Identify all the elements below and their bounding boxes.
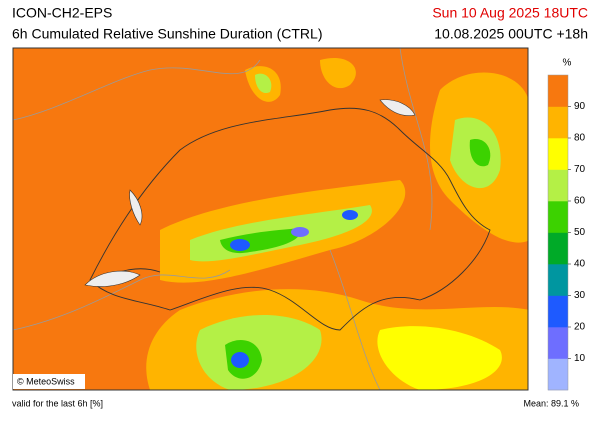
product-title: 6h Cumulated Relative Sunshine Duration … <box>12 26 322 42</box>
footer-note: valid for the last 6h [%] <box>12 398 103 408</box>
borders <box>13 48 433 390</box>
colorbar-tick-label: 60 <box>574 196 586 207</box>
colorbar-tick-label: 10 <box>574 353 586 364</box>
colorbar: % 10 20 30 40 50 60 70 80 90 <box>547 58 586 391</box>
map-frame <box>12 47 529 391</box>
colorbar-tick-label: 40 <box>574 259 586 270</box>
colorbar-tick-label: 80 <box>574 133 586 144</box>
colorbar-bin <box>548 138 568 170</box>
colorbar-bin <box>548 327 568 359</box>
map: © MeteoSwiss <box>12 47 529 391</box>
colorbar-bin <box>548 295 568 328</box>
colorbar-bin <box>548 201 568 233</box>
colorbar-bin <box>548 232 568 265</box>
run-time: 10.08.2025 00UTC +18h <box>434 26 588 42</box>
colorbar-bin <box>548 106 568 139</box>
colorbar-unit: % <box>563 58 572 69</box>
colorbar-bin <box>548 169 568 202</box>
colorbar-tick-label: 30 <box>574 290 586 301</box>
footer-mean: Mean: 89.1 % <box>523 398 579 408</box>
lakes <box>84 99 416 287</box>
credit: © MeteoSwiss <box>17 376 75 386</box>
colorbar-tick-label: 50 <box>574 227 586 238</box>
field-patches <box>146 58 528 390</box>
colorbar-tick-label: 20 <box>574 322 586 333</box>
credit-box <box>13 374 85 389</box>
colorbar-tick-label: 90 <box>574 101 586 112</box>
model-title: ICON-CH2-EPS <box>12 5 112 21</box>
colorbar-bin <box>548 75 568 107</box>
colorbar-bin <box>548 264 568 296</box>
valid-time: Sun 10 Aug 2025 18UTC <box>432 5 588 21</box>
colorbar-tick-label: 70 <box>574 164 586 175</box>
colorbar-bin <box>548 358 568 391</box>
